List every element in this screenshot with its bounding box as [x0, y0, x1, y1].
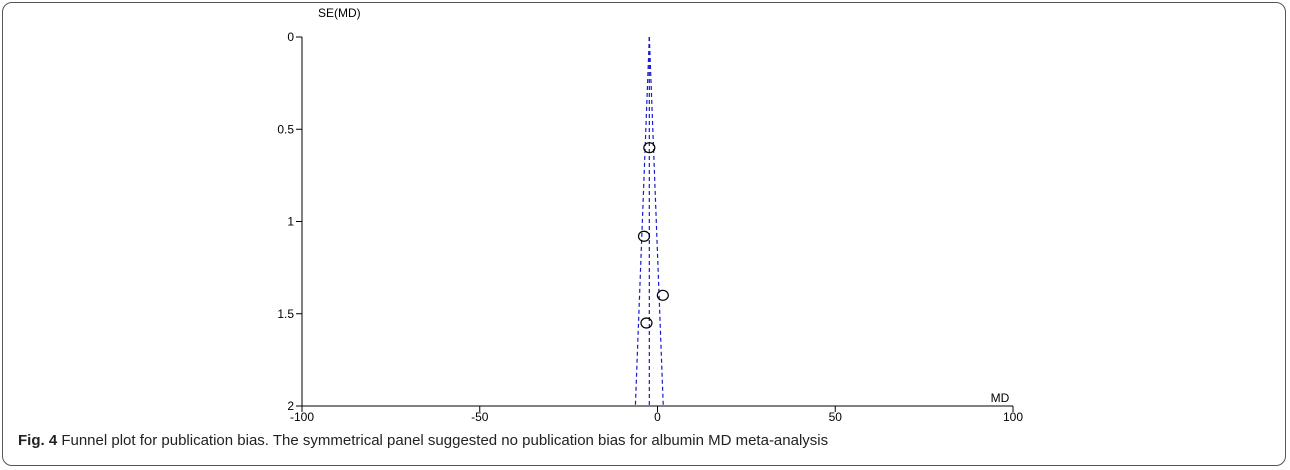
y-axis-label: SE(MD) [318, 6, 361, 20]
y-tick-label: 1 [287, 215, 294, 229]
caption-label: Fig. 4 [18, 432, 58, 449]
x-tick-label: 0 [654, 410, 661, 424]
x-tick-label: 50 [829, 410, 843, 424]
study-point [640, 317, 653, 329]
study-point [643, 142, 656, 154]
study-points [637, 142, 669, 329]
caption-text: Funnel plot for publication bias. The sy… [57, 432, 829, 449]
study-point [656, 289, 669, 301]
funnel-right-line [648, 36, 664, 407]
y-tick-label: 0.5 [277, 122, 294, 136]
funnel-plot: 0 0.5 1 1.5 2-100 -50 0 50 100 SE(MD) MD [277, 6, 1023, 424]
study-point [637, 230, 651, 242]
x-tick-label: 100 [1003, 410, 1023, 424]
x-axis-label: MD [991, 391, 1010, 405]
figure-caption: Fig. 4 Funnel plot for publication bias.… [18, 432, 828, 449]
axes: 0 0.5 1 1.5 2-100 -50 0 50 100 [277, 30, 1023, 424]
x-tick-label: -100 [290, 410, 314, 424]
y-tick-label: 2 [287, 399, 294, 413]
funnel-lines [634, 36, 664, 407]
y-tick-label: 0 [287, 30, 294, 44]
x-tick-label: -50 [471, 410, 489, 424]
y-tick-label: 1.5 [277, 307, 294, 321]
funnel-left-line [634, 36, 650, 407]
